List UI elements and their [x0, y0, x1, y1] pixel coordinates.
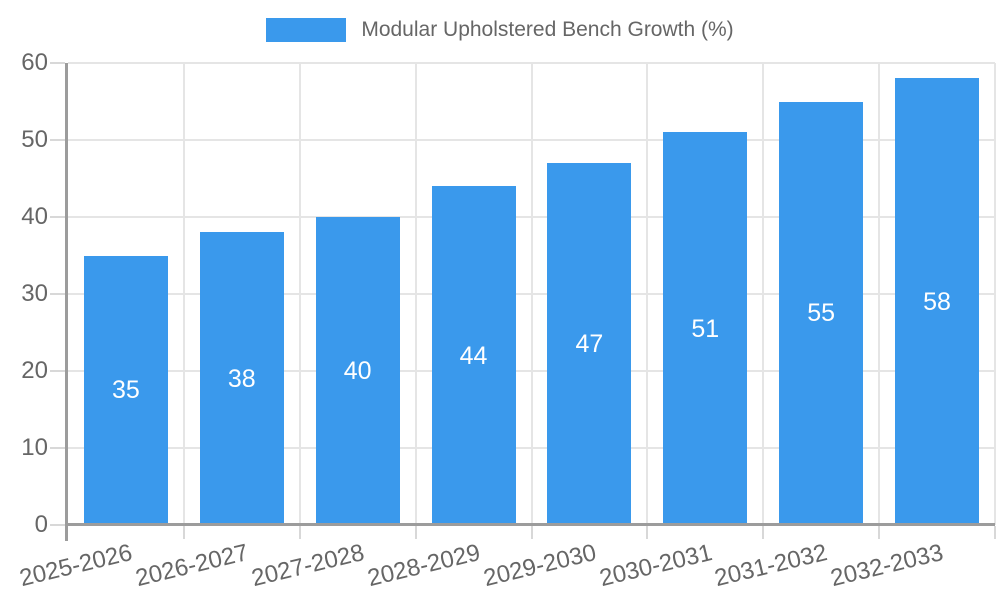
- v-gridline: [530, 63, 533, 525]
- legend-swatch-icon: [266, 18, 347, 42]
- bar: [83, 255, 168, 525]
- y-tick-mark: [50, 370, 65, 372]
- x-tick-mark: [298, 526, 301, 539]
- bar-value-label: 58: [923, 287, 951, 316]
- x-tick-label: 2029-2030: [480, 539, 599, 593]
- v-gridline: [646, 63, 649, 525]
- x-tick-mark: [646, 526, 649, 539]
- v-gridline: [298, 63, 301, 525]
- x-axis-line: [65, 523, 995, 526]
- x-tick-label: 2032-2033: [828, 539, 947, 593]
- bar: [895, 78, 980, 525]
- y-tick-label: 10: [21, 434, 48, 461]
- bar-value-label: 51: [691, 314, 720, 343]
- v-gridline: [994, 63, 996, 525]
- legend-label: Modular Upholstered Bench Growth (%): [361, 18, 734, 41]
- y-tick-label: 40: [21, 203, 48, 230]
- x-tick-mark: [762, 526, 765, 539]
- x-tick-label: 2031-2032: [712, 539, 831, 593]
- bar: [315, 217, 400, 525]
- y-tick-mark: [50, 216, 65, 218]
- bar: [663, 132, 748, 525]
- bar-value-label: 47: [575, 330, 604, 359]
- x-tick-label: 2028-2029: [364, 539, 483, 593]
- v-gridline: [762, 63, 765, 525]
- x-tick-mark: [414, 526, 417, 539]
- y-tick-mark: [50, 139, 65, 141]
- x-tick-label: 2030-2031: [596, 539, 715, 593]
- bar: [779, 101, 864, 525]
- x-tick-label: 2025-2026: [17, 539, 136, 593]
- y-tick-label: 50: [21, 126, 48, 153]
- y-tick-label: 60: [21, 49, 48, 76]
- y-tick-mark: [50, 293, 65, 295]
- bar-value-label: 38: [227, 364, 256, 393]
- x-tick-mark: [878, 526, 881, 539]
- x-tick-mark: [182, 526, 185, 539]
- v-gridline: [878, 63, 881, 525]
- legend-item[interactable]: Modular Upholstered Bench Growth (%): [266, 18, 734, 42]
- y-tick-mark: [50, 447, 65, 449]
- y-tick-mark: [50, 524, 65, 526]
- bar: [431, 186, 516, 525]
- v-gridline: [182, 63, 185, 525]
- x-tick-label: 2026-2027: [132, 539, 251, 593]
- x-tick-mark: [994, 526, 996, 539]
- v-gridline: [414, 63, 417, 525]
- bar-value-label: 35: [112, 376, 140, 405]
- y-tick-label: 0: [34, 511, 48, 538]
- bar: [547, 163, 632, 525]
- bar-value-label: 44: [459, 341, 488, 370]
- bar: [199, 232, 284, 525]
- x-tick-label: 2027-2028: [248, 539, 367, 593]
- bar-value-label: 55: [807, 299, 836, 328]
- bar-value-label: 40: [343, 357, 372, 385]
- y-tick-label: 20: [21, 357, 48, 384]
- legend: Modular Upholstered Bench Growth (%): [0, 18, 1000, 42]
- y-axis-line: [65, 63, 68, 541]
- y-tick-mark: [50, 62, 65, 64]
- x-tick-mark: [530, 526, 533, 539]
- y-tick-label: 30: [21, 280, 48, 307]
